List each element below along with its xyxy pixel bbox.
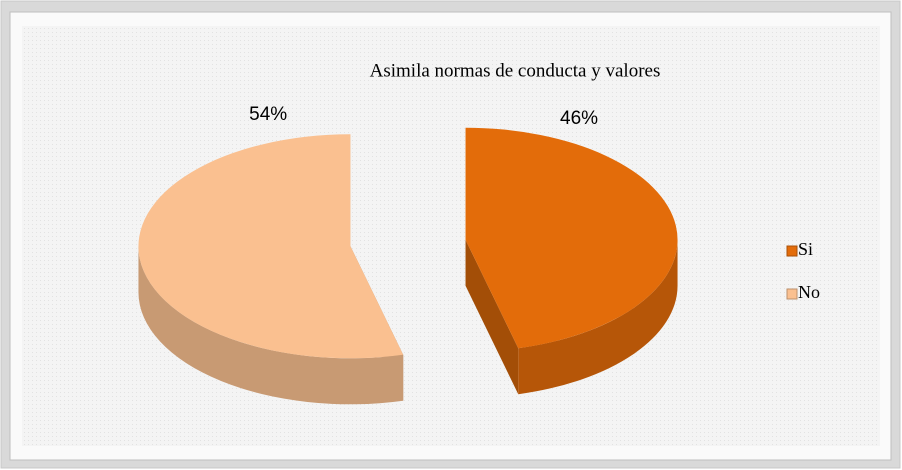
slice-wall bbox=[465, 239, 519, 395]
slice-side bbox=[138, 246, 404, 405]
legend-swatch bbox=[786, 288, 798, 300]
chart-title: Asimila normas de conducta y valores bbox=[370, 60, 661, 81]
legend-swatch bbox=[786, 245, 798, 257]
legend-label: No bbox=[798, 282, 820, 302]
slice bbox=[465, 127, 678, 349]
data-label: 46% bbox=[560, 108, 598, 129]
slice-side bbox=[518, 239, 678, 395]
legend-label: Si bbox=[798, 239, 813, 259]
data-label: 54% bbox=[249, 104, 287, 125]
slice bbox=[138, 134, 404, 359]
